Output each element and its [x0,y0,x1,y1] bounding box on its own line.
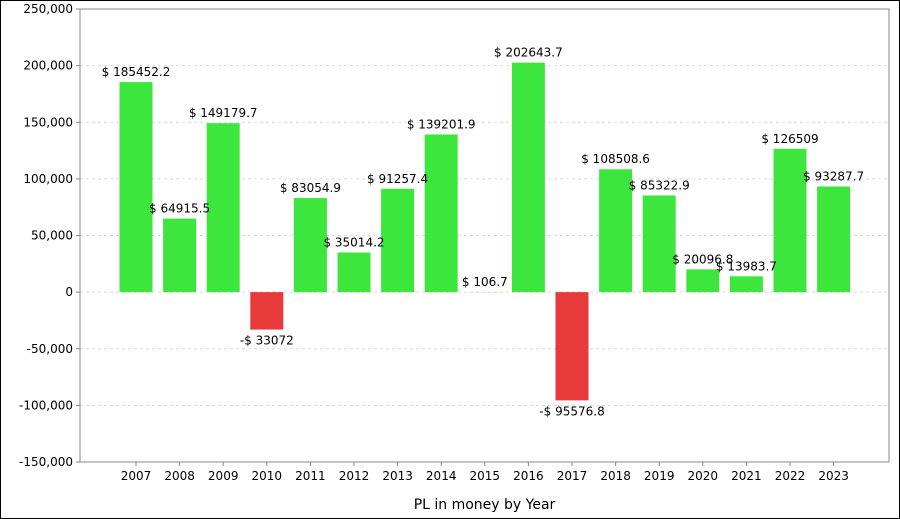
data-label: $ 83054.9 [280,181,341,195]
data-label: $ 106.7 [462,275,508,289]
x-tick-label: 2016 [513,469,544,483]
x-tick-label: 2010 [252,469,283,483]
bar-2019 [642,195,676,293]
x-tick-label: 2019 [644,469,675,483]
bar-2008 [163,218,197,293]
bar-2010 [250,292,284,330]
x-tick-label: 2015 [470,469,501,483]
bar-2009 [206,123,240,293]
x-tick-label: 2021 [731,469,762,483]
bar-2017 [555,292,589,401]
x-axis-ticks: 2007 2008 2009 2010 2011 2012 2013 2014 2015 2016… [121,462,849,483]
x-tick-label: 2018 [600,469,631,483]
y-tick-label: 0 [65,285,73,299]
y-tick-label: 250,000 [23,2,73,16]
bars [119,62,851,401]
data-label: $ 185452.2 [102,65,171,79]
data-label: $ 202643.7 [494,46,563,60]
data-label: $ 149179.7 [189,106,258,120]
x-axis-title: PL in money by Year [414,497,556,513]
y-tick-label: 50,000 [31,229,73,243]
bar-2014 [424,134,458,293]
y-tick-label: 150,000 [23,115,73,129]
data-label: $ 108508.6 [581,152,650,166]
data-label: $ 91257.4 [367,172,428,186]
x-tick-label: 2009 [208,469,239,483]
bar-2022 [773,148,807,293]
data-label: $ 139201.9 [407,117,476,131]
bar-2013 [381,188,415,293]
y-tick-label: -150,000 [19,455,73,469]
data-label: $ 64915.5 [149,202,210,216]
x-tick-label: 2012 [339,469,370,483]
bar-2012 [337,252,371,293]
data-label: -$ 33072 [240,334,294,348]
bar-2011 [293,198,327,293]
y-tick-label: 200,000 [23,59,73,73]
x-tick-label: 2013 [382,469,413,483]
bar-2021 [729,276,763,293]
data-label: $ 13983.7 [716,259,777,273]
x-tick-label: 2011 [295,469,326,483]
bar-2020 [686,269,720,293]
bar-2023 [817,186,851,293]
gridlines [80,8,889,463]
bar-2007 [119,82,153,293]
x-tick-label: 2007 [121,469,152,483]
x-tick-label: 2014 [426,469,457,483]
data-label: $ 35014.2 [323,235,384,249]
y-tick-label: -50,000 [27,342,73,356]
data-label: $ 85322.9 [629,178,690,192]
data-label: $ 126509 [761,132,818,146]
data-label: -$ 95576.8 [539,404,604,418]
x-tick-label: 2017 [557,469,588,483]
y-tick-label: 100,000 [23,172,73,186]
x-tick-label: 2022 [775,469,806,483]
y-tick-label: -100,000 [19,398,73,412]
x-tick-label: 2023 [818,469,849,483]
y-axis-ticks: -150,000 -100,000 -50,000 0 50,000 100,000 150… [19,2,80,469]
data-labels: $ 185452.2 $ 64915.5 $ 149179.7 -$ 33072 $ 8… [102,46,864,419]
data-label: $ 20096.8 [672,252,733,266]
x-tick-label: 2008 [164,469,195,483]
data-label: $ 93287.7 [803,169,864,183]
bar-2016 [511,62,545,293]
bar-2018 [599,169,633,293]
x-tick-label: 2020 [688,469,719,483]
